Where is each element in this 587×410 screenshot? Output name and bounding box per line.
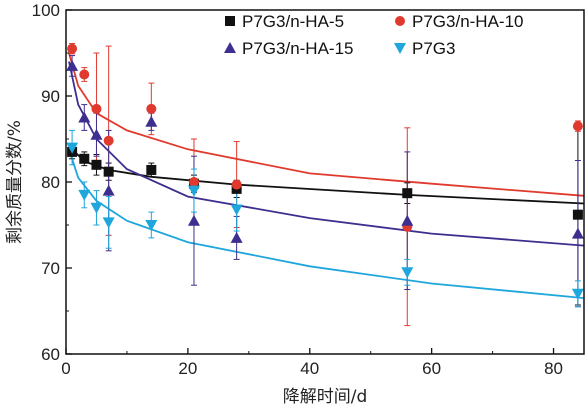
data-point-series-3 [102, 217, 115, 229]
legend-marker [224, 42, 236, 53]
legend-item: P7G3/n-HA-10 [395, 12, 524, 31]
x-tick-label: 20 [178, 359, 197, 378]
data-point-series-2 [230, 231, 243, 243]
legend-marker [394, 43, 406, 54]
y-tick-label: 100 [32, 1, 60, 20]
data-point-series-2 [401, 214, 414, 226]
y-tick-label: 80 [41, 173, 60, 192]
data-point-series-2 [78, 111, 91, 123]
data-point-series-0 [103, 166, 114, 177]
fit-curves [68, 52, 585, 299]
y-tick-label: 90 [41, 87, 60, 106]
x-axis-label: 降解时间/d [283, 387, 368, 407]
data-point-series-1 [188, 177, 199, 187]
data-point-series-2 [571, 227, 584, 239]
data-point-series-0 [402, 188, 413, 199]
y-axis-label: 剩余质量分数/% [5, 120, 25, 244]
data-point-series-2 [145, 115, 158, 127]
fit-curve-series-1 [68, 52, 585, 197]
data-point-series-0 [146, 164, 157, 175]
data-point-series-3 [401, 267, 414, 279]
axis-ticks: 0 20 40 60 80 60 70 80 90 100 [32, 1, 563, 378]
x-tick-label: 80 [544, 359, 563, 378]
x-tick-label: 40 [300, 359, 319, 378]
data-point-series-1 [67, 43, 78, 54]
data-point-series-3 [78, 189, 91, 201]
y-tick-label: 70 [41, 259, 60, 278]
legend-item: P7G3/n-HA-15 [224, 39, 354, 58]
data-point-series-3 [66, 142, 79, 154]
error-bars [69, 43, 581, 327]
data-point-series-1 [231, 179, 242, 190]
data-point-series-1 [91, 103, 102, 114]
legend-marker [225, 16, 235, 26]
data-point-series-2 [187, 214, 200, 226]
y-tick-label: 60 [41, 345, 60, 364]
data-point-series-0 [79, 153, 90, 164]
x-tick-label: 0 [61, 359, 70, 378]
data-point-series-2 [102, 184, 115, 196]
data-point-series-2 [66, 59, 79, 71]
x-tick-label: 60 [422, 359, 441, 378]
legend-item: P7G3/n-HA-5 [225, 12, 344, 31]
legend-label: P7G3 [412, 39, 455, 58]
data-point-series-1 [146, 103, 157, 114]
data-point-series-1 [572, 121, 583, 132]
data-point-series-3 [187, 185, 200, 197]
data-point-series-1 [103, 135, 114, 146]
data-point-series-0 [91, 159, 102, 170]
data-point-series-3 [90, 202, 103, 214]
data-point-series-0 [572, 209, 583, 220]
fit-curve-series-2 [68, 61, 585, 247]
data-point-series-3 [571, 288, 584, 300]
data-point-series-2 [90, 128, 103, 140]
legend-label: P7G3/n-HA-10 [412, 12, 524, 31]
plot-frame [65, 9, 585, 355]
data-point-series-1 [79, 69, 90, 80]
legend-marker [395, 16, 405, 26]
data-point-series-3 [145, 220, 158, 231]
legend-item: P7G3 [394, 39, 455, 58]
fit-curve-series-3 [68, 149, 585, 299]
legend-label: P7G3/n-HA-15 [242, 39, 354, 58]
data-markers [66, 43, 584, 300]
data-point-series-3 [230, 204, 243, 216]
legend: P7G3/n-HA-5 P7G3/n-HA-10 P7G3/n-HA-15 P7G3 [224, 12, 524, 58]
legend-label: P7G3/n-HA-5 [242, 12, 344, 31]
